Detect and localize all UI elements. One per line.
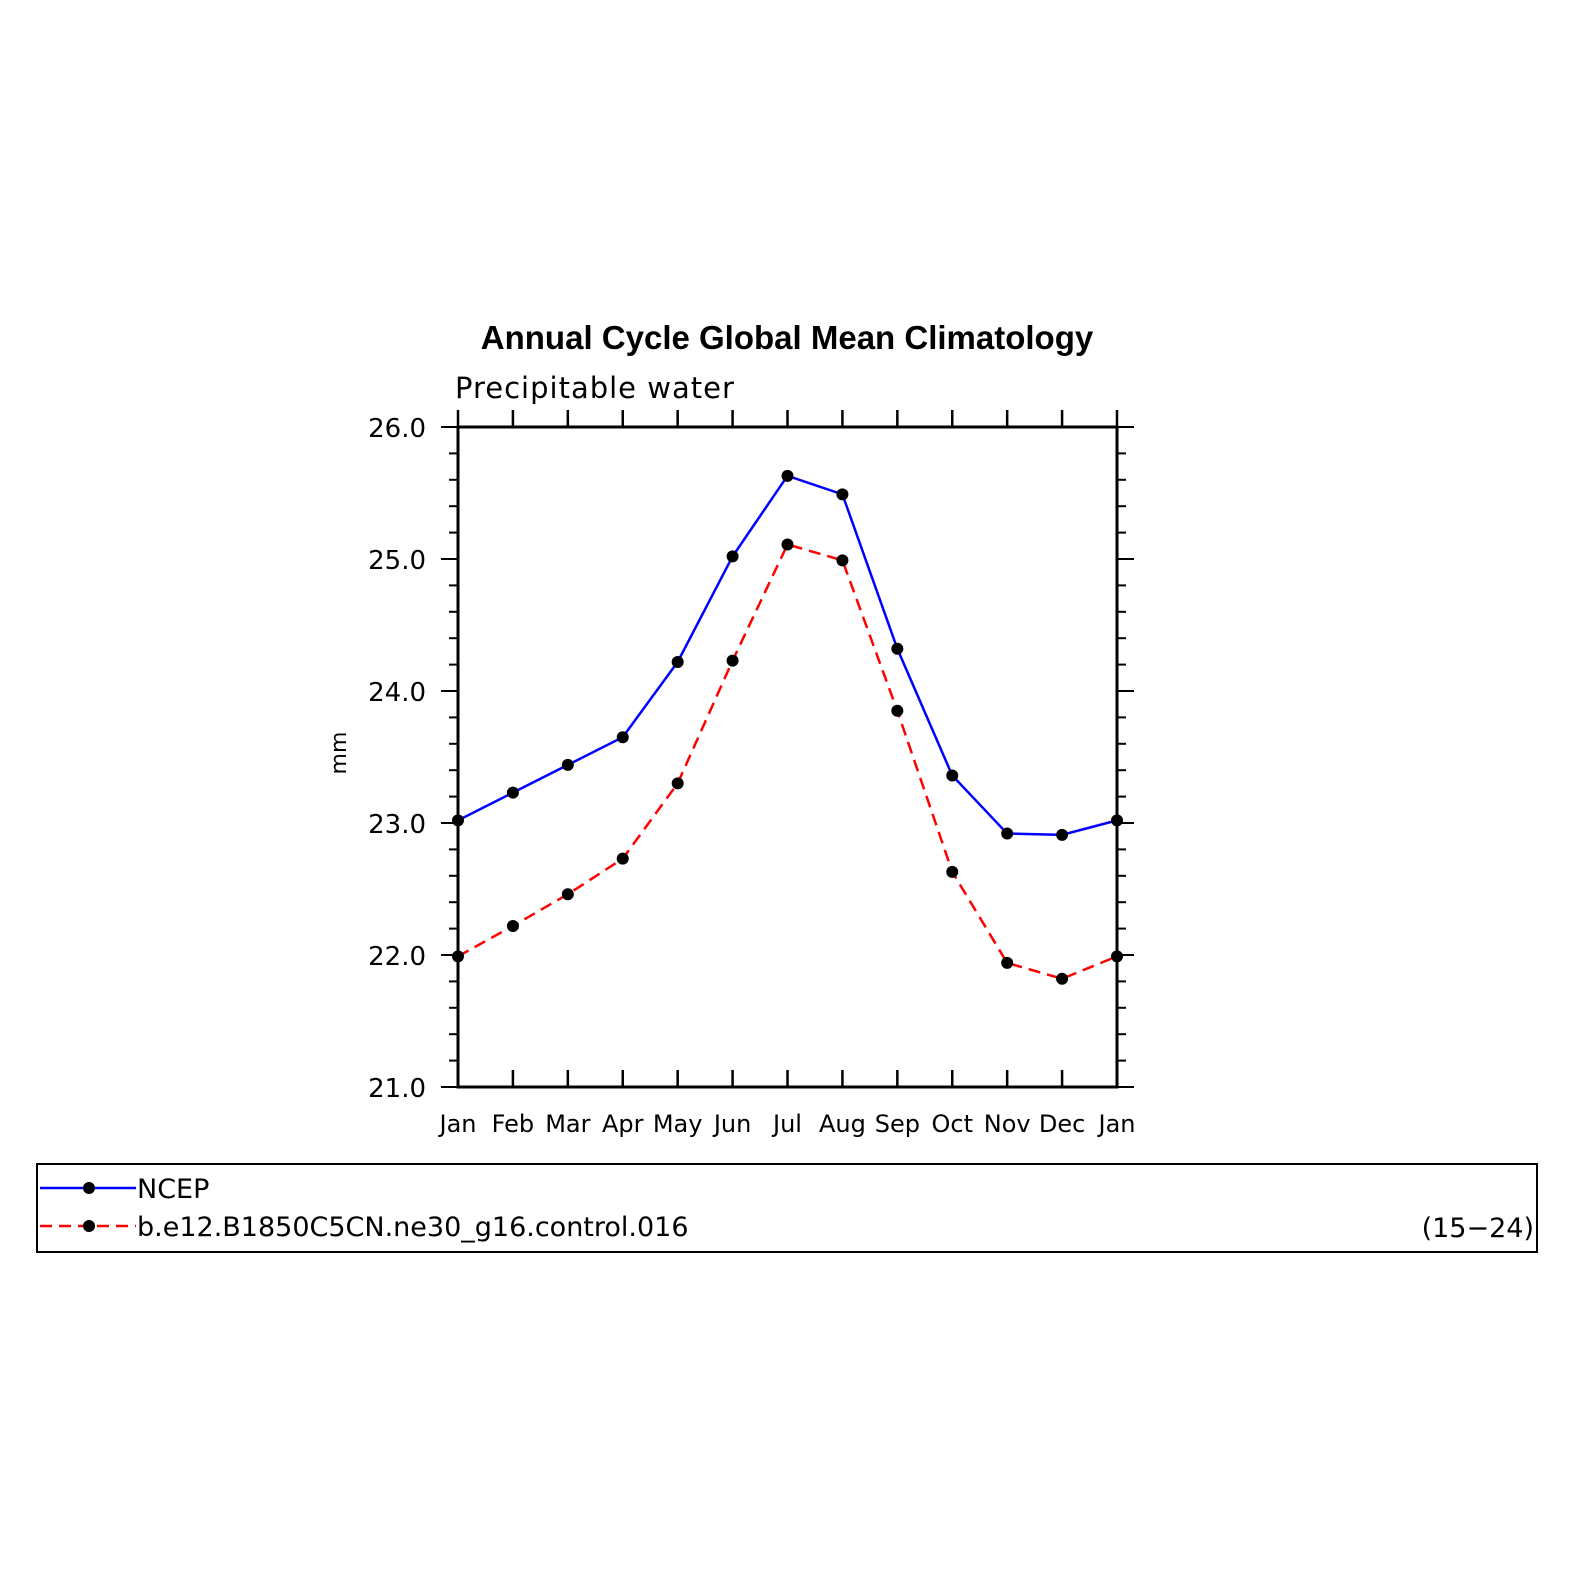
chart-subtitle: Precipitable water: [455, 371, 735, 405]
legend-label: NCEP: [137, 1174, 209, 1205]
x-tick-label: Mar: [545, 1110, 590, 1138]
plot-axes: Jan Feb Mar Apr May Jun Jul Aug Sep Oct Nov Dec Jan 2…: [368, 410, 1136, 1138]
x-tick-label: Feb: [492, 1110, 535, 1138]
data-point: [946, 769, 959, 782]
data-point: [1111, 814, 1123, 827]
data-point: [561, 888, 574, 901]
data-point: [671, 655, 684, 668]
data-point: [506, 919, 519, 932]
data-point: [1056, 972, 1069, 985]
data-point: [1001, 956, 1014, 969]
x-tick-label: Jan: [438, 1110, 477, 1138]
data-point: [781, 538, 794, 551]
series-line: [457, 542, 1118, 981]
legend-entries: NCEP b.e12.B1850C5CN.ne30_g16.control.016: [40, 1174, 689, 1243]
x-tick-label: May: [653, 1110, 703, 1138]
plot-frame: [456, 425, 1119, 1089]
y-tick-label: 25.0: [368, 546, 426, 576]
x-tick-label: Sep: [875, 1110, 920, 1138]
series-1: [452, 469, 1123, 841]
x-tick-label: Oct: [932, 1110, 974, 1138]
data-point: [946, 865, 959, 878]
legend-marker: [83, 1220, 95, 1232]
x-tick-label: Aug: [819, 1110, 866, 1138]
data-point: [781, 469, 794, 482]
legend: NCEP b.e12.B1850C5CN.ne30_g16.control.016…: [36, 1163, 1538, 1253]
data-point: [726, 550, 739, 563]
data-point: [506, 786, 519, 799]
series-2: [452, 538, 1123, 985]
y-tick-label: 24.0: [368, 678, 426, 708]
x-tick-label: Nov: [984, 1110, 1031, 1138]
x-tick-label: Jan: [1097, 1110, 1136, 1138]
legend-entry-1: NCEP: [40, 1174, 209, 1205]
y-axis-label: mm: [327, 732, 352, 775]
series-line: [457, 474, 1118, 837]
data-point: [836, 554, 849, 567]
data-point: [616, 731, 629, 744]
series-layer: [452, 469, 1123, 985]
y-tick-label: 23.0: [368, 810, 426, 840]
x-tick-label: Jul: [771, 1110, 802, 1138]
data-point: [561, 758, 574, 771]
data-point: [726, 654, 739, 667]
data-point: [1056, 828, 1069, 841]
legend-entry-2: b.e12.B1850C5CN.ne30_g16.control.016: [40, 1212, 689, 1243]
data-point: [452, 814, 464, 827]
x-tick-label: Jun: [712, 1110, 752, 1138]
legend-note: (15−24): [1422, 1213, 1534, 1244]
legend-label: b.e12.B1850C5CN.ne30_g16.control.016: [137, 1212, 689, 1243]
data-point: [1001, 827, 1014, 840]
y-tick-label: 26.0: [368, 414, 426, 444]
y-tick-label: 22.0: [368, 942, 426, 972]
chart-title: Annual Cycle Global Mean Climatology: [481, 319, 1094, 356]
data-point: [452, 950, 464, 963]
y-tick-label: 21.0: [368, 1074, 426, 1104]
x-tick-label: Apr: [602, 1110, 644, 1138]
data-point: [616, 852, 629, 865]
data-point: [671, 777, 684, 790]
data-point: [891, 704, 904, 717]
data-point: [836, 488, 849, 501]
data-point: [891, 642, 904, 655]
x-tick-label: Dec: [1039, 1110, 1085, 1138]
legend-marker: [83, 1182, 95, 1194]
data-point: [1111, 950, 1123, 963]
legend-box: [36, 1163, 1538, 1253]
